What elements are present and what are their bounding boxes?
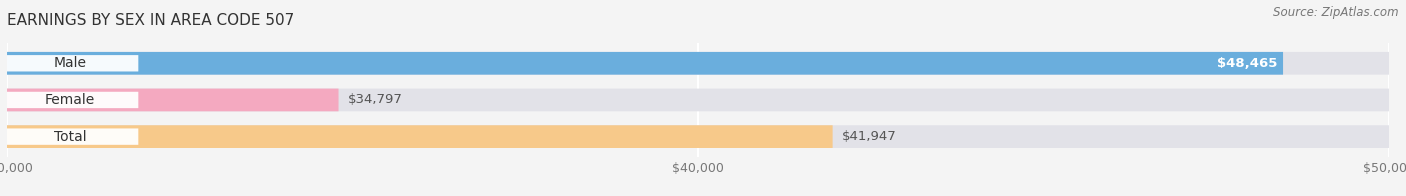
PathPatch shape xyxy=(0,55,138,72)
Text: EARNINGS BY SEX IN AREA CODE 507: EARNINGS BY SEX IN AREA CODE 507 xyxy=(7,13,294,28)
PathPatch shape xyxy=(7,125,832,148)
Text: Total: Total xyxy=(53,130,86,144)
Text: $48,465: $48,465 xyxy=(1218,57,1278,70)
PathPatch shape xyxy=(7,125,1389,148)
PathPatch shape xyxy=(7,52,1284,75)
PathPatch shape xyxy=(0,92,138,108)
Text: Female: Female xyxy=(45,93,96,107)
Text: Source: ZipAtlas.com: Source: ZipAtlas.com xyxy=(1274,6,1399,19)
Text: $41,947: $41,947 xyxy=(842,130,897,143)
Text: $34,797: $34,797 xyxy=(349,93,404,106)
PathPatch shape xyxy=(7,52,1389,75)
Text: Male: Male xyxy=(53,56,87,70)
PathPatch shape xyxy=(0,128,138,145)
PathPatch shape xyxy=(7,89,339,111)
PathPatch shape xyxy=(7,89,1389,111)
